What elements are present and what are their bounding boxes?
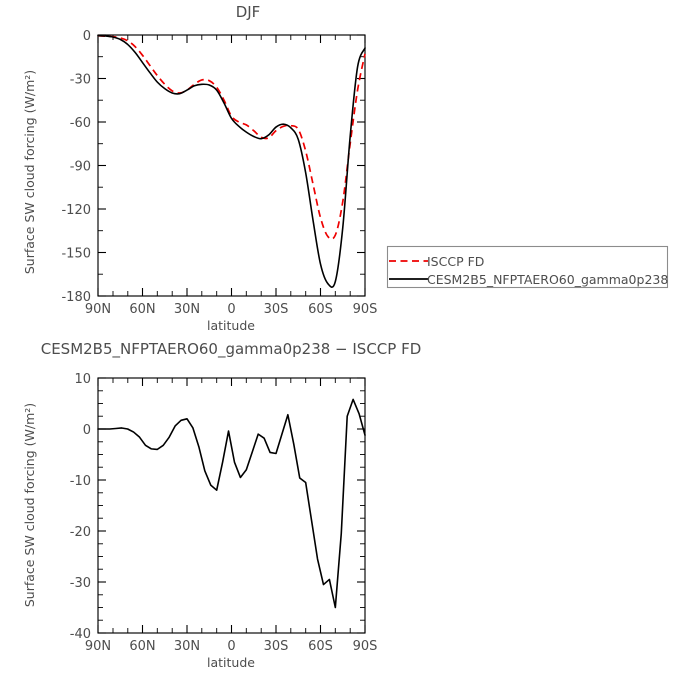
top-xtick-5: 60S <box>308 302 333 317</box>
top-panel-xlabel: latitude <box>207 318 255 333</box>
bottom-xtick-4: 30S <box>264 639 289 654</box>
bottom-panel-xlabel: latitude <box>207 655 255 670</box>
top-panel-yaxis: 0 -30 -60 -90 -120 -150 -180 <box>61 29 365 305</box>
top-xtick-1: 60N <box>129 302 155 317</box>
top-ytick-6: -180 <box>61 290 91 305</box>
top-xtick-0: 90N <box>85 302 111 317</box>
top-panel: DJF Surface SW cloud forcing (W/m²) lati… <box>22 3 377 333</box>
bottom-xtick-6: 90S <box>353 639 378 654</box>
top-ytick-2: -60 <box>70 116 91 131</box>
top-xtick-4: 30S <box>264 302 289 317</box>
bottom-ytick-3: -20 <box>70 525 91 540</box>
top-xtick-6: 90S <box>353 302 378 317</box>
bottom-ytick-5: -40 <box>70 627 91 642</box>
series-line-difference <box>97 398 366 609</box>
top-xtick-3: 0 <box>227 302 235 317</box>
bottom-panel-yaxis: 10 0 -10 -20 -30 -40 <box>70 372 365 642</box>
bottom-xtick-2: 30N <box>174 639 200 654</box>
top-ytick-4: -120 <box>61 203 91 218</box>
bottom-panel: CESM2B5_NFPTAERO60_gamma0p238 − ISCCP FD… <box>22 340 421 670</box>
top-ytick-1: -30 <box>70 73 91 88</box>
top-panel-frame <box>97 34 366 297</box>
bottom-xtick-5: 60S <box>308 639 333 654</box>
bottom-xtick-3: 0 <box>227 639 235 654</box>
top-panel-xaxis: 90N 60N 30N 0 30S 60S 90S <box>85 35 378 317</box>
top-panel-ylabel: Surface SW cloud forcing (W/m²) <box>22 70 37 274</box>
series-line-cesm2b5 <box>97 34 366 288</box>
top-ytick-3: -90 <box>70 160 91 175</box>
bottom-ytick-0: 10 <box>74 372 91 387</box>
bottom-ytick-1: 0 <box>83 423 91 438</box>
bottom-panel-frame <box>97 377 366 634</box>
top-panel-title: DJF <box>236 3 261 21</box>
bottom-xtick-1: 60N <box>129 639 155 654</box>
legend-box <box>386 245 669 289</box>
top-ytick-5: -150 <box>61 247 91 262</box>
bottom-ytick-4: -30 <box>70 576 91 591</box>
legend-label-isccp-fd: ISCCP FD <box>427 254 484 269</box>
bottom-xtick-0: 90N <box>85 639 111 654</box>
legend: ISCCP FD CESM2B5_NFPTAERO60_gamma0p238 <box>386 245 669 289</box>
bottom-panel-ylabel: Surface SW cloud forcing (W/m²) <box>22 403 37 607</box>
top-xtick-2: 30N <box>174 302 200 317</box>
bottom-ytick-2: -10 <box>70 474 91 489</box>
series-line-isccp-fd <box>97 34 366 240</box>
bottom-panel-title: CESM2B5_NFPTAERO60_gamma0p238 − ISCCP FD <box>41 340 422 359</box>
legend-label-cesm2b5: CESM2B5_NFPTAERO60_gamma0p238 <box>427 272 668 287</box>
top-ytick-0: 0 <box>83 29 91 44</box>
bottom-panel-xaxis: 90N 60N 30N 0 30S 60S 90S <box>85 378 378 654</box>
